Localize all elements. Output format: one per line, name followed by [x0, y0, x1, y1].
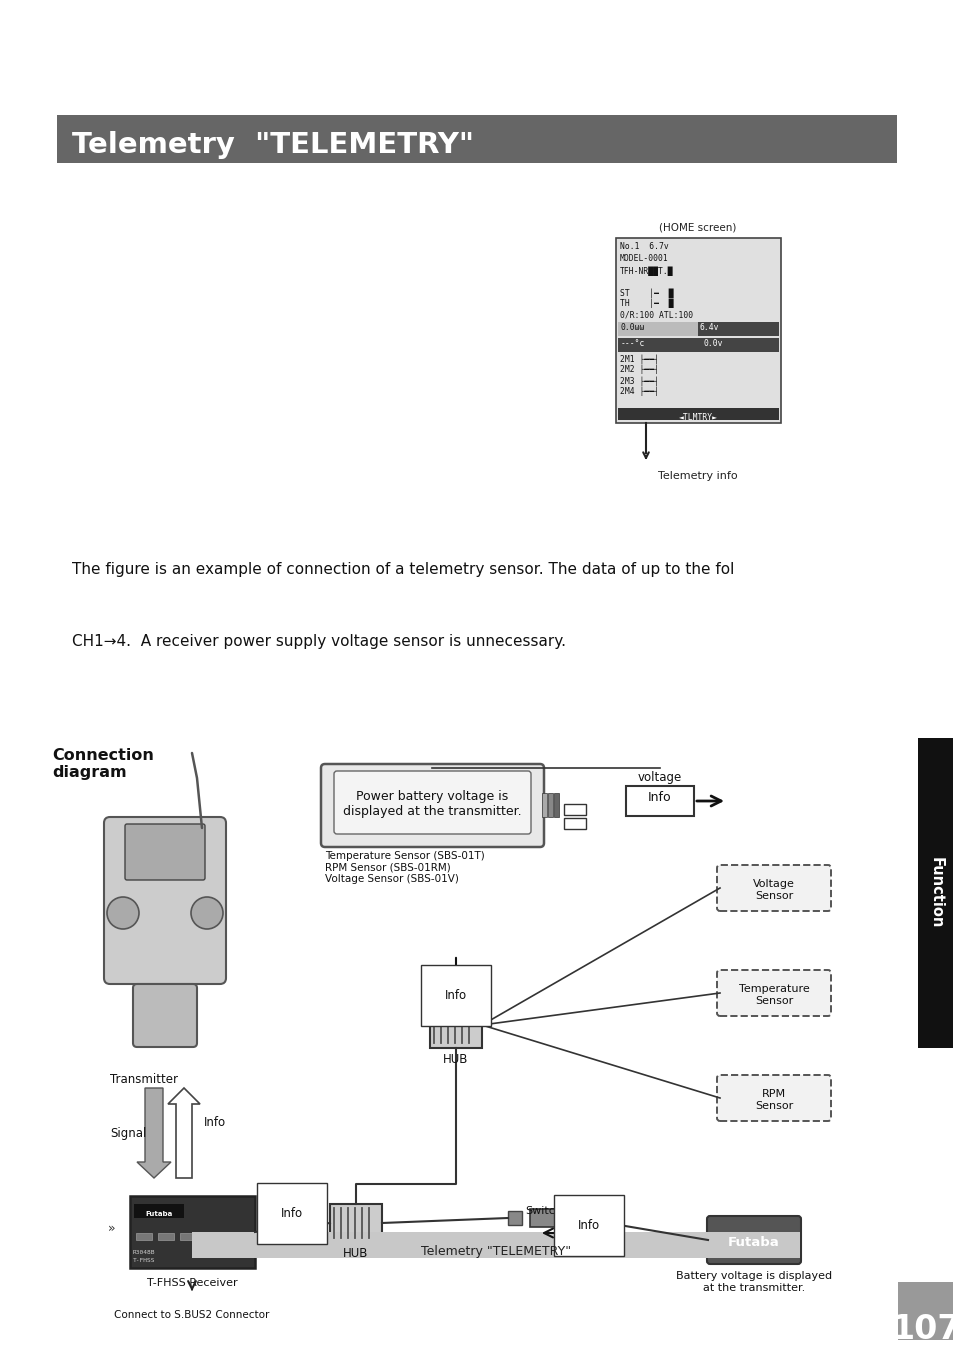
Bar: [180, 1233, 195, 1241]
Text: 107: 107: [890, 1314, 953, 1346]
FancyArrow shape: [168, 1088, 200, 1179]
Bar: [541, 792, 546, 817]
FancyBboxPatch shape: [334, 771, 531, 834]
Text: Telemetry  "TELEMETRY": Telemetry "TELEMETRY": [71, 131, 474, 159]
FancyBboxPatch shape: [320, 764, 543, 846]
Text: Battery voltage is displayed
at the transmitter.: Battery voltage is displayed at the tran…: [676, 1270, 831, 1292]
Text: Info: Info: [280, 1207, 303, 1220]
Circle shape: [191, 896, 223, 929]
Text: HUB: HUB: [343, 1247, 368, 1260]
Bar: [554, 792, 558, 817]
Bar: [547, 792, 553, 817]
Text: Info: Info: [204, 1116, 226, 1130]
Text: T-FHSS: T-FHSS: [132, 1258, 155, 1264]
FancyArrow shape: [137, 1088, 171, 1179]
Text: 2M1 ├━━┤: 2M1 ├━━┤: [619, 354, 659, 363]
Text: 6.4v: 6.4v: [700, 323, 719, 332]
Bar: [618, 408, 779, 420]
Text: ST    │━  █: ST │━ █: [619, 288, 673, 297]
Bar: [57, 115, 896, 163]
Circle shape: [107, 896, 139, 929]
Text: The figure is an example of connection of a telemetry sensor. The data of up to : The figure is an example of connection o…: [71, 562, 734, 576]
Text: Info: Info: [578, 1219, 599, 1233]
Bar: [897, 1282, 953, 1341]
Text: 0/R:100 ATL:100: 0/R:100 ATL:100: [619, 310, 693, 319]
FancyBboxPatch shape: [717, 865, 830, 911]
FancyBboxPatch shape: [717, 1075, 830, 1120]
Bar: [563, 818, 585, 829]
Text: Info: Info: [444, 990, 467, 1002]
Bar: [563, 805, 585, 815]
Bar: [158, 1233, 173, 1241]
Bar: [133, 1204, 184, 1218]
Bar: [618, 323, 779, 336]
FancyBboxPatch shape: [717, 971, 830, 1017]
Text: 2M3 ├━━┤: 2M3 ├━━┤: [619, 377, 659, 386]
FancyBboxPatch shape: [104, 817, 226, 984]
Bar: [507, 1211, 521, 1224]
Text: Telemetry info: Telemetry info: [658, 471, 737, 481]
FancyBboxPatch shape: [430, 1003, 481, 1048]
Bar: [563, 1211, 578, 1224]
Text: TFH-NR██T.█: TFH-NR██T.█: [619, 266, 673, 275]
Text: Power battery voltage is
displayed at the transmitter.: Power battery voltage is displayed at th…: [342, 790, 520, 818]
Bar: [917, 738, 953, 1048]
Text: R3048B: R3048B: [132, 1250, 155, 1256]
FancyBboxPatch shape: [625, 786, 693, 815]
Text: voltage: voltage: [638, 771, 681, 784]
Text: T-FHSS Receiver: T-FHSS Receiver: [147, 1278, 237, 1288]
Text: Connection
diagram: Connection diagram: [52, 748, 153, 780]
Text: Switch: Switch: [525, 1206, 562, 1216]
FancyBboxPatch shape: [706, 1216, 801, 1264]
Bar: [698, 323, 779, 336]
Text: Temperature Sensor (SBS-01T)
RPM Sensor (SBS-01RM)
Voltage Sensor (SBS-01V): Temperature Sensor (SBS-01T) RPM Sensor …: [325, 850, 484, 884]
Text: 2M4 ├━━┤: 2M4 ├━━┤: [619, 387, 659, 397]
Text: Transmitter: Transmitter: [110, 1073, 178, 1085]
Text: Signal: Signal: [110, 1126, 146, 1139]
Text: Futaba: Futaba: [727, 1235, 779, 1249]
FancyBboxPatch shape: [132, 984, 196, 1048]
FancyBboxPatch shape: [130, 1196, 254, 1268]
Text: Futaba: Futaba: [145, 1211, 172, 1216]
Text: Temperature
Sensor: Temperature Sensor: [738, 984, 808, 1006]
Text: TH    │━  █: TH │━ █: [619, 298, 673, 309]
Text: Voltage
Sensor: Voltage Sensor: [752, 879, 794, 900]
Text: 0.0ωω: 0.0ωω: [620, 323, 644, 332]
FancyBboxPatch shape: [330, 1204, 381, 1242]
Text: (HOME screen): (HOME screen): [659, 221, 736, 232]
Text: RPM
Sensor: RPM Sensor: [754, 1089, 792, 1111]
Text: »: »: [108, 1222, 115, 1235]
Text: HUB: HUB: [443, 1053, 468, 1066]
Text: MODEL-0001: MODEL-0001: [619, 254, 668, 263]
Text: 2M2 ├━━┤: 2M2 ├━━┤: [619, 364, 659, 374]
Bar: [136, 1233, 152, 1241]
Text: Info: Info: [647, 791, 671, 805]
FancyBboxPatch shape: [616, 238, 781, 423]
FancyBboxPatch shape: [125, 824, 205, 880]
Text: Connect to S.BUS2 Connector: Connect to S.BUS2 Connector: [114, 1310, 270, 1320]
Text: ◄TLMTRY►: ◄TLMTRY►: [678, 413, 717, 423]
Text: Telemetry "TELEMETRY": Telemetry "TELEMETRY": [420, 1245, 571, 1258]
Text: ---°c: ---°c: [620, 339, 644, 348]
Text: Function: Function: [927, 857, 943, 929]
Text: No.1  6.7v: No.1 6.7v: [619, 242, 668, 251]
Bar: [192, 1233, 800, 1258]
FancyBboxPatch shape: [530, 1210, 558, 1227]
Bar: [618, 338, 779, 352]
Text: 0.0v: 0.0v: [703, 339, 722, 348]
Bar: [202, 1233, 218, 1241]
Text: CH1→4.  A receiver power supply voltage sensor is unnecessary.: CH1→4. A receiver power supply voltage s…: [71, 634, 565, 649]
